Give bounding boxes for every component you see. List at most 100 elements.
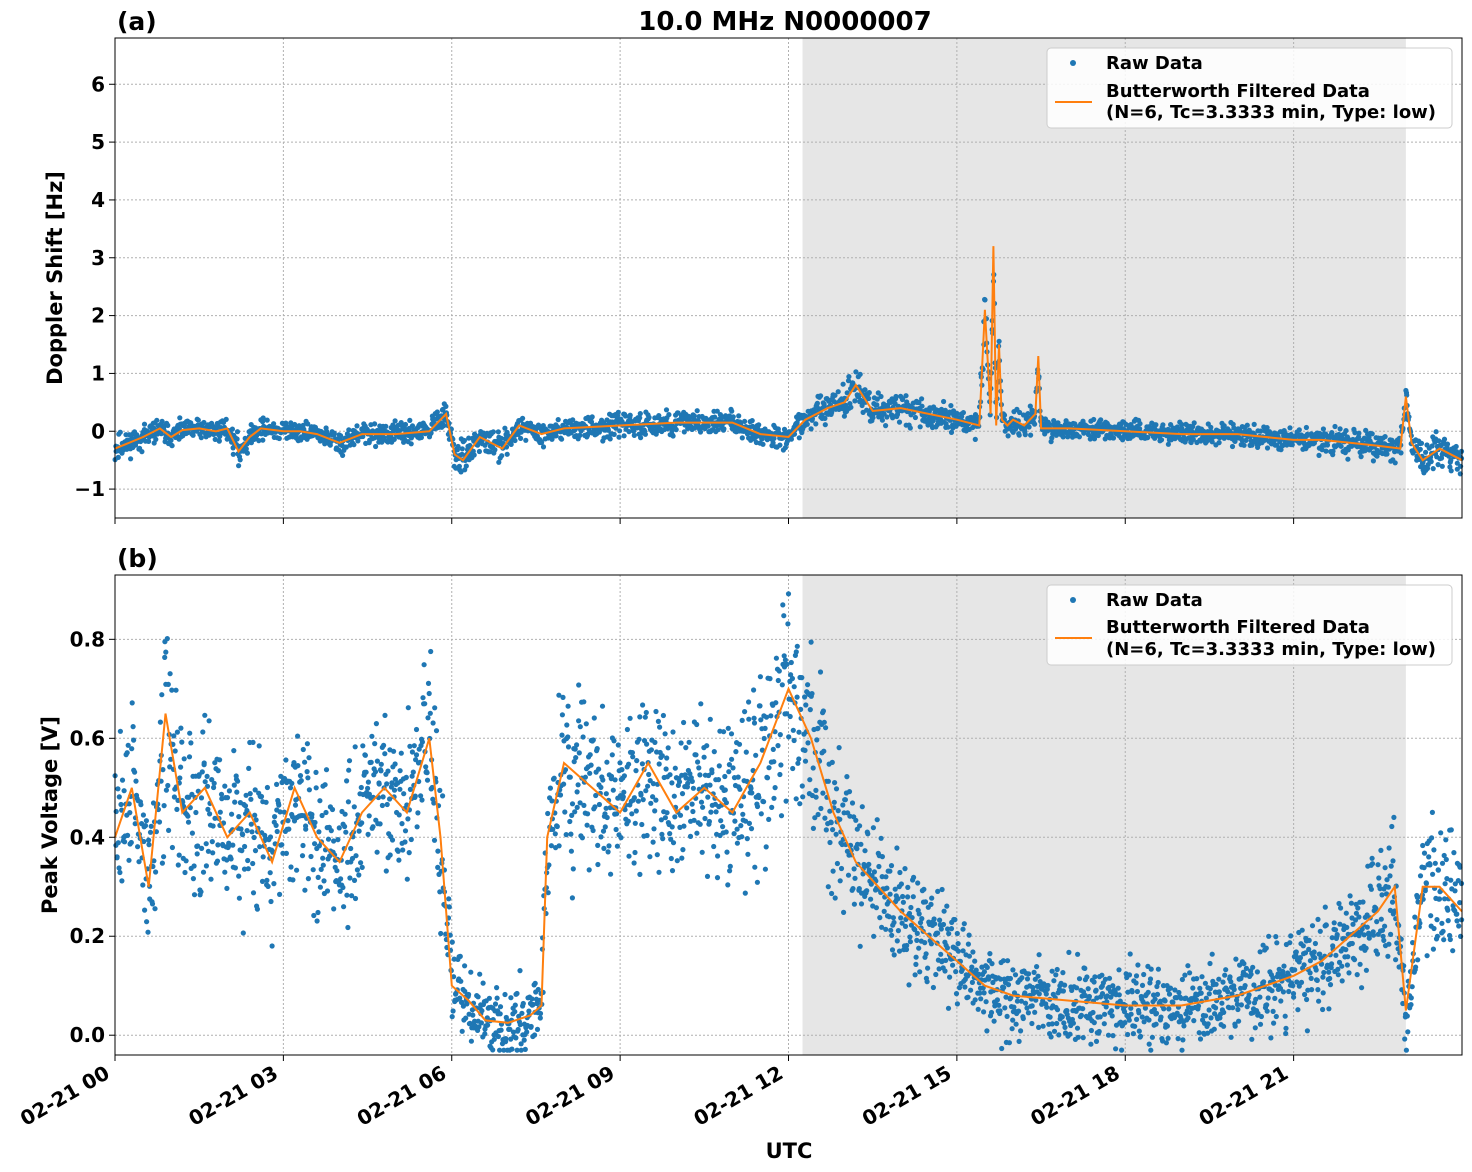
raw-point — [983, 999, 989, 1005]
raw-point — [1369, 431, 1375, 437]
raw-point — [206, 718, 212, 724]
raw-point — [1125, 1031, 1131, 1038]
raw-point — [807, 707, 813, 713]
raw-point — [432, 705, 438, 711]
raw-point — [1185, 963, 1191, 969]
raw-point — [912, 972, 918, 978]
raw-point — [277, 891, 283, 898]
raw-point — [1126, 1017, 1132, 1023]
raw-point — [179, 739, 185, 745]
raw-point — [1153, 1021, 1159, 1027]
raw-point — [1028, 432, 1034, 438]
raw-point — [1270, 1008, 1276, 1015]
raw-point — [574, 804, 580, 811]
raw-point — [1197, 1036, 1204, 1042]
raw-point — [683, 745, 689, 751]
raw-point — [403, 774, 409, 781]
raw-point — [159, 860, 165, 866]
raw-point — [1091, 1020, 1097, 1026]
raw-point — [1436, 438, 1442, 444]
raw-point — [820, 708, 827, 714]
raw-point — [210, 850, 216, 856]
raw-point — [1134, 1016, 1140, 1023]
raw-point — [996, 1002, 1002, 1008]
raw-point — [637, 415, 643, 421]
raw-point — [468, 1038, 474, 1044]
raw-point — [769, 804, 775, 811]
raw-point — [707, 782, 713, 788]
raw-point — [208, 876, 214, 882]
raw-point — [1264, 1008, 1270, 1014]
raw-point — [242, 843, 248, 850]
raw-point — [723, 829, 729, 835]
raw-point — [556, 843, 562, 849]
raw-point — [1181, 1023, 1187, 1029]
raw-point — [1032, 1009, 1038, 1015]
raw-point — [866, 867, 872, 873]
raw-point — [1175, 1036, 1181, 1042]
raw-point — [778, 813, 785, 819]
raw-point — [805, 682, 811, 688]
raw-point — [1136, 1028, 1142, 1034]
raw-point — [1080, 1006, 1086, 1012]
raw-point — [244, 828, 250, 834]
raw-point — [396, 812, 402, 818]
raw-point — [729, 408, 735, 414]
raw-point — [191, 863, 197, 869]
raw-point — [1251, 421, 1257, 427]
raw-point — [647, 854, 653, 860]
raw-point — [207, 811, 213, 817]
raw-point — [247, 791, 253, 797]
raw-point — [498, 435, 504, 441]
raw-point — [119, 878, 125, 884]
raw-point — [1054, 1020, 1060, 1027]
raw-point — [1056, 1032, 1062, 1038]
raw-point — [387, 852, 393, 858]
raw-point — [515, 1026, 521, 1033]
raw-point — [463, 1015, 469, 1021]
raw-point — [302, 887, 308, 893]
raw-point — [1170, 999, 1176, 1006]
raw-point — [944, 903, 950, 909]
raw-point — [879, 417, 886, 423]
raw-point — [174, 806, 180, 813]
raw-point — [761, 799, 767, 805]
raw-point — [813, 787, 819, 794]
raw-point — [1110, 1033, 1116, 1039]
raw-point — [870, 415, 876, 421]
raw-point — [317, 798, 323, 804]
raw-point — [1182, 972, 1188, 978]
raw-point — [632, 849, 638, 856]
raw-point — [670, 840, 677, 846]
raw-point — [637, 411, 643, 417]
raw-point — [577, 724, 583, 730]
raw-point — [1059, 1014, 1065, 1020]
raw-point — [279, 842, 285, 848]
raw-point — [300, 746, 306, 753]
raw-point — [580, 734, 586, 740]
raw-point — [813, 794, 819, 800]
raw-point — [459, 1028, 465, 1034]
raw-point — [129, 746, 135, 752]
raw-point — [321, 878, 327, 884]
raw-point — [914, 930, 920, 937]
raw-point — [1197, 985, 1203, 991]
raw-point — [914, 937, 920, 944]
raw-point — [1219, 1000, 1225, 1006]
raw-point — [775, 426, 781, 432]
raw-point — [303, 826, 309, 832]
raw-point — [1453, 443, 1459, 450]
raw-point — [842, 797, 849, 803]
raw-point — [171, 733, 177, 739]
raw-point — [354, 867, 360, 873]
raw-point — [1032, 421, 1038, 427]
raw-point — [494, 995, 500, 1001]
raw-point — [893, 393, 899, 400]
raw-point — [1029, 1003, 1035, 1009]
raw-point — [810, 765, 816, 771]
raw-point — [157, 719, 163, 725]
raw-point — [347, 875, 353, 881]
raw-point — [644, 741, 650, 747]
raw-point — [894, 845, 900, 851]
raw-point — [372, 421, 378, 427]
